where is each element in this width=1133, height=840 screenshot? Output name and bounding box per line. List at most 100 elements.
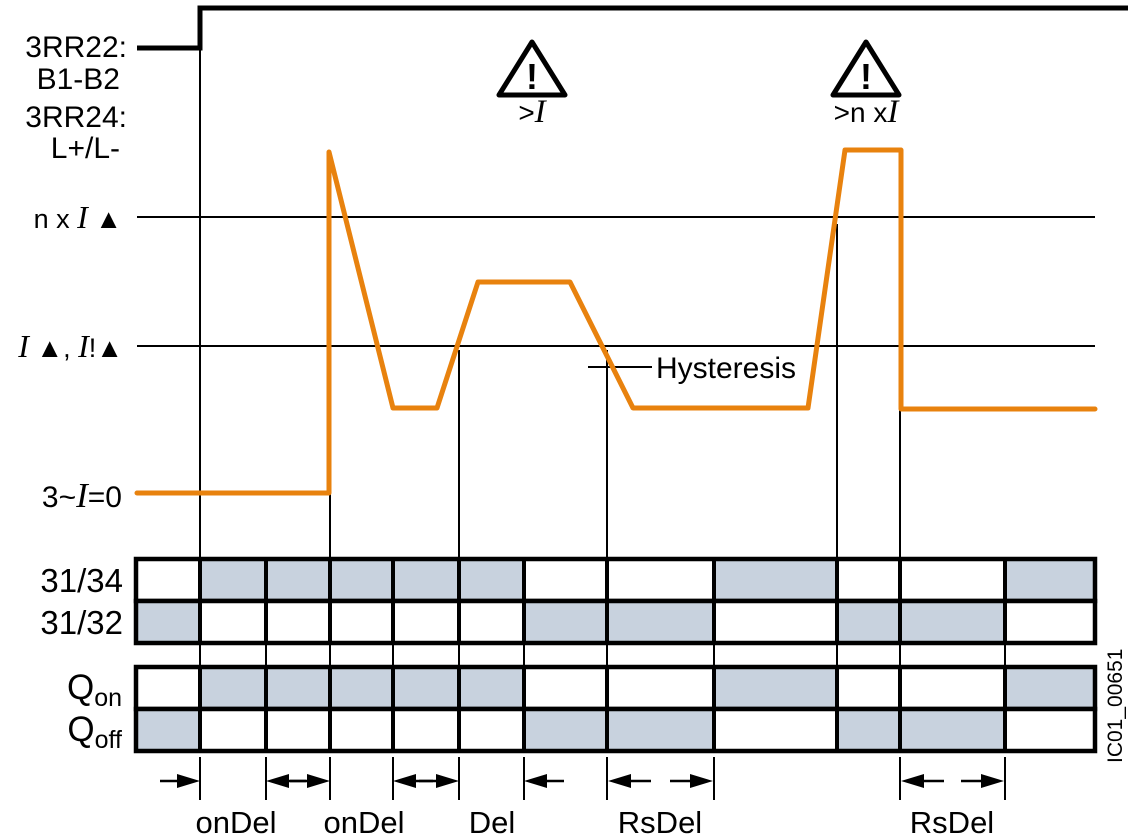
bar-row-31-32-cell xyxy=(391,599,461,645)
figure-id-watermark: IC01_00651 xyxy=(1104,649,1127,763)
bar-row-31-34-cell xyxy=(1003,557,1097,603)
bar-row-q-off-cell xyxy=(391,707,461,753)
hysteresis-label: Hysteresis xyxy=(656,352,796,385)
delay-label-rsdel: RsDel xyxy=(910,805,994,840)
bar-row-q-off-cell xyxy=(328,707,395,753)
label-part: ! xyxy=(526,56,538,97)
bar-row-q-on-cell xyxy=(391,665,461,711)
warning-triangle-icon xyxy=(830,39,902,98)
terminal-label-lplus: L+/L- xyxy=(51,132,120,165)
label-part: =0 xyxy=(88,481,122,514)
bar-row-31-32-outline xyxy=(133,598,1098,646)
bar-row-31-34-cell xyxy=(457,557,526,603)
label-part: 3RR24: xyxy=(25,101,127,134)
warning-caption-2: >n xI xyxy=(834,94,901,130)
dimension-arrowhead xyxy=(177,774,200,788)
label-part: on xyxy=(94,684,122,712)
bar-row-31-34-cell xyxy=(198,557,268,603)
bar-row-31-32-cell xyxy=(522,599,609,645)
bar-row-31-34-cell xyxy=(522,557,609,603)
label-part: RsDel xyxy=(618,805,702,840)
bar-row-31-32-cell xyxy=(264,599,332,645)
label-part: n x xyxy=(34,204,78,234)
delay-label-del: Del xyxy=(469,805,516,840)
bar-row-q-off-cell xyxy=(712,707,839,753)
device-label-3rr22: 3RR22: xyxy=(25,31,127,64)
dimension-arrowhead xyxy=(524,774,547,788)
bar-row-31-32-cell xyxy=(328,599,395,645)
label-part: I xyxy=(75,476,90,515)
label-part: !▲ xyxy=(89,333,123,363)
level-label-n-x-i: n x I ▲ xyxy=(34,199,122,235)
label-part: ! xyxy=(860,56,872,97)
terminal-label-b1b2: B1-B2 xyxy=(37,63,120,96)
label-part: Del xyxy=(469,805,516,840)
current-waveform xyxy=(134,147,1098,496)
bar-row-q-on-cell xyxy=(198,665,268,711)
dimension-arrowhead xyxy=(690,774,713,788)
label-part: off xyxy=(95,726,122,754)
dimension-arrowhead xyxy=(436,774,459,788)
label-part: I xyxy=(17,328,30,364)
bar-row-q-off-cell xyxy=(264,707,332,753)
bar-row-31-34-cell xyxy=(605,557,716,603)
bar-row-q-on-cell xyxy=(328,665,395,711)
delay-label-rsdel: RsDel xyxy=(618,805,702,840)
row-label-q-off: Qoff xyxy=(67,710,122,754)
dimension-arrowhead xyxy=(608,774,631,788)
bar-row-q-off-cell xyxy=(522,707,609,753)
label-part: Q xyxy=(67,668,94,707)
label-part: I xyxy=(77,328,90,364)
bar-row-31-34-cell xyxy=(712,557,839,603)
bar-row-31-34-cell xyxy=(328,557,395,603)
bar-row-q-on-cell xyxy=(134,665,202,711)
level-label-i-thresholds: I ▲, I!▲ xyxy=(17,328,123,364)
bar-row-31-34-cell xyxy=(898,557,1007,603)
bar-row-31-32-cell xyxy=(898,599,1007,645)
delay-label-ondel: onDel xyxy=(196,805,277,840)
bar-row-q-on-cell xyxy=(1003,665,1097,711)
bar-row-31-32-cell xyxy=(457,599,526,645)
warning-caption-1: >I xyxy=(518,94,547,130)
bar-row-31-34-cell xyxy=(134,557,202,603)
bar-row-q-on-cell xyxy=(835,665,902,711)
warning-exclamation-icon: ! xyxy=(526,56,538,97)
dimension-arrowhead xyxy=(307,774,330,788)
dimension-arrowhead xyxy=(393,774,416,788)
bar-row-q-off-cell xyxy=(198,707,268,753)
bar-row-31-32-cell xyxy=(835,599,902,645)
warning-exclamation-icon: ! xyxy=(860,56,872,97)
bar-row-q-off-outline xyxy=(133,706,1098,754)
bar-row-31-32-cell xyxy=(198,599,268,645)
label-part: ▲, xyxy=(29,333,78,363)
bar-row-q-off-cell xyxy=(835,707,902,753)
label-part: B1-B2 xyxy=(37,63,120,96)
label-part: >n x xyxy=(834,97,888,128)
bar-row-31-32-cell xyxy=(134,599,202,645)
row-label-31-32: 31/32 xyxy=(40,604,123,641)
bar-row-q-off-cell xyxy=(1003,707,1097,753)
bar-row-31-34-cell xyxy=(264,557,332,603)
label-part: 31/34 xyxy=(40,562,123,599)
label-part: I xyxy=(76,199,89,235)
label-part: Hysteresis xyxy=(656,352,796,385)
label-part: onDel xyxy=(196,805,277,840)
level-label-zero-current: 3~I=0 xyxy=(42,476,122,515)
label-part: RsDel xyxy=(910,805,994,840)
delay-label-ondel: onDel xyxy=(324,805,405,840)
bar-row-q-on-cell xyxy=(712,665,839,711)
label-part: IC01_00651 xyxy=(1104,649,1127,763)
bar-row-31-34-cell xyxy=(391,557,461,603)
warning-triangle-icon xyxy=(496,39,568,98)
label-part: I xyxy=(534,94,548,130)
bar-row-q-on-cell xyxy=(605,665,716,711)
label-part: 3~ xyxy=(42,481,76,514)
dimension-arrowhead xyxy=(266,774,289,788)
bar-row-q-off-cell xyxy=(134,707,202,753)
label-part: L+/L- xyxy=(51,132,120,165)
bar-row-q-on-cell xyxy=(264,665,332,711)
label-part: ▲ xyxy=(88,204,122,234)
bar-row-q-off-cell xyxy=(605,707,716,753)
dimension-arrowhead xyxy=(901,774,924,788)
